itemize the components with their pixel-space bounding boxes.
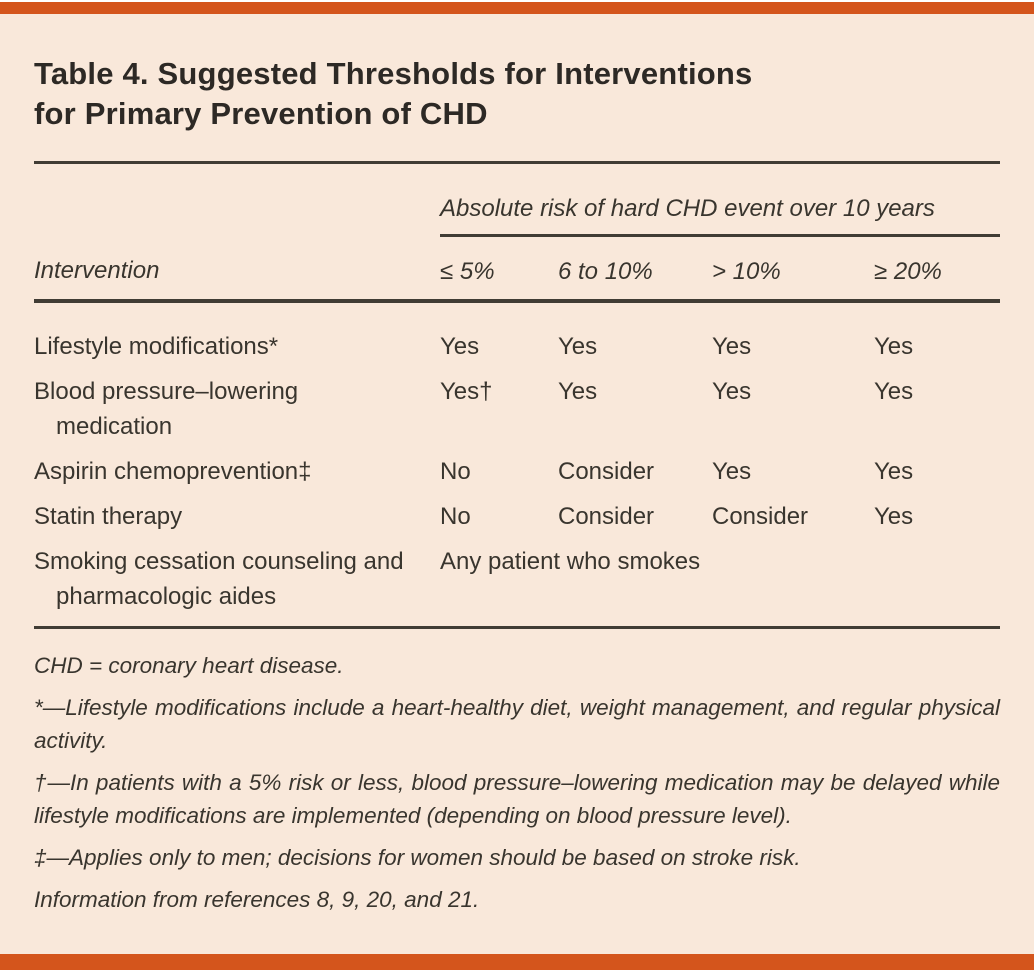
value-cell: Consider <box>712 503 809 530</box>
column-header-row: Intervention ≤ 5% 6 to 10% > 10% ≥ 20% <box>34 235 1000 303</box>
thresholds-table: Absolute risk of hard CHD event over 10 … <box>34 164 1000 626</box>
footnote-double-dagger: ‡—Applies only to men; decisions for wom… <box>34 845 801 870</box>
table-row-statin: Statin therapy No Consider Consider Yes <box>34 494 1000 539</box>
value-cell: Yes <box>712 333 752 360</box>
intervention-cell: Smoking cessation counseling and pharmac… <box>34 548 404 610</box>
footnote-source: Information from references 8, 9, 20, an… <box>34 887 480 912</box>
intervention-cell: Statin therapy <box>34 503 183 530</box>
footnotes: CHD = coronary heart disease. *—Lifestyl… <box>34 649 1000 916</box>
table-title-line1: Table 4. Suggested Thresholds for Interv… <box>34 56 753 91</box>
column-header-gt-10pct: > 10% <box>712 235 874 303</box>
value-cell: Yes <box>874 333 914 360</box>
title-divider <box>34 161 1000 164</box>
footnote-dagger: †—In patients with a 5% risk or less, bl… <box>34 770 1000 828</box>
table-row-aspirin: Aspirin chemoprevention‡ No Consider Yes… <box>34 449 1000 494</box>
value-cell: Yes <box>558 333 598 360</box>
value-cell: Yes <box>712 378 752 405</box>
value-cell: Yes† <box>440 378 493 405</box>
table-title: Table 4. Suggested Thresholds for Interv… <box>34 54 1000 134</box>
value-cell: Yes <box>558 378 598 405</box>
column-header-6-to-10pct: 6 to 10% <box>558 235 712 303</box>
table-title-line2: for Primary Prevention of CHD <box>34 96 488 131</box>
table-row-lifestyle: Lifestyle modifications* Yes Yes Yes Yes <box>34 301 1000 369</box>
column-header-intervention: Intervention <box>34 235 440 303</box>
value-cell: Yes <box>874 503 914 530</box>
footnote-abbreviation: CHD = coronary heart disease. <box>34 653 344 678</box>
column-header-ge-20pct: ≥ 20% <box>874 235 1000 303</box>
value-cell: Consider <box>558 458 655 485</box>
value-cell: No <box>440 503 471 530</box>
intervention-cell: Aspirin chemoprevention‡ <box>34 458 312 485</box>
top-edge <box>0 0 1034 2</box>
bottom-accent-bar <box>0 954 1034 970</box>
figure-content: Table 4. Suggested Thresholds for Interv… <box>0 54 1034 916</box>
intervention-cell: Lifestyle modifications* <box>34 333 279 360</box>
value-cell: Yes <box>440 333 480 360</box>
spanner-header: Absolute risk of hard CHD event over 10 … <box>440 164 1000 237</box>
value-span-cell: Any patient who smokes <box>440 548 701 575</box>
value-cell: No <box>440 458 471 485</box>
spanner-row-spacer <box>34 164 440 236</box>
top-accent-bar <box>0 2 1034 14</box>
footnotes-divider <box>34 626 1000 629</box>
column-header-le-5pct: ≤ 5% <box>440 235 558 303</box>
table-row-blood-pressure: Blood pressure–lowering medication Yes† … <box>34 369 1000 449</box>
value-cell: Yes <box>874 458 914 485</box>
value-cell: Yes <box>712 458 752 485</box>
spanner-row: Absolute risk of hard CHD event over 10 … <box>34 164 1000 237</box>
value-cell: Yes <box>874 378 914 405</box>
footnote-asterisk: *—Lifestyle modifications include a hear… <box>34 695 1000 753</box>
table-row-smoking: Smoking cessation counseling and pharmac… <box>34 539 1000 626</box>
value-cell: Consider <box>558 503 655 530</box>
intervention-cell: Blood pressure–lowering medication <box>34 378 299 440</box>
